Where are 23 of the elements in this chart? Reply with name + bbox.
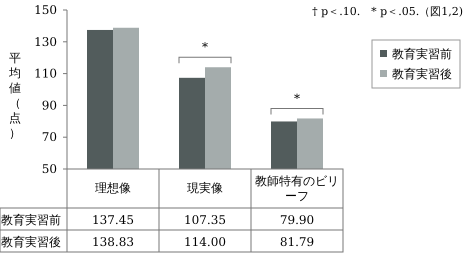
data-label: 79.90 bbox=[280, 213, 314, 227]
data-label: 81.79 bbox=[280, 235, 314, 249]
annotation: * bbox=[202, 40, 208, 54]
annotation: † p＜.10. * p＜.05.（図1,2) bbox=[312, 5, 463, 18]
y-tick-label: 70 bbox=[42, 130, 57, 144]
y-tick-label: 150 bbox=[34, 3, 57, 17]
y-tick-label: 50 bbox=[42, 162, 57, 176]
text: 教育実習前 bbox=[1, 213, 61, 227]
x-tick-label: 現実像 bbox=[161, 171, 249, 206]
y-tick-label: 110 bbox=[34, 66, 57, 81]
data-label: 114.00 bbox=[184, 235, 226, 249]
x-tick-label: 教師特有のビリーフ bbox=[253, 171, 341, 206]
legend-label: 教育実習後 bbox=[392, 67, 452, 81]
legend-label: 教育実習前 bbox=[392, 47, 452, 61]
y-tick-label: 90 bbox=[42, 98, 57, 112]
y-tick-label: 130 bbox=[34, 34, 57, 49]
x-tick-label: 理想像 bbox=[69, 171, 157, 206]
y-axis-title: 平均値（点） bbox=[8, 51, 21, 140]
data-label: 137.45 bbox=[92, 213, 134, 227]
annotation: * bbox=[294, 91, 300, 106]
text: 教育実習後 bbox=[1, 235, 61, 249]
data-label: 107.35 bbox=[184, 213, 226, 227]
data-label: 138.83 bbox=[92, 235, 134, 249]
